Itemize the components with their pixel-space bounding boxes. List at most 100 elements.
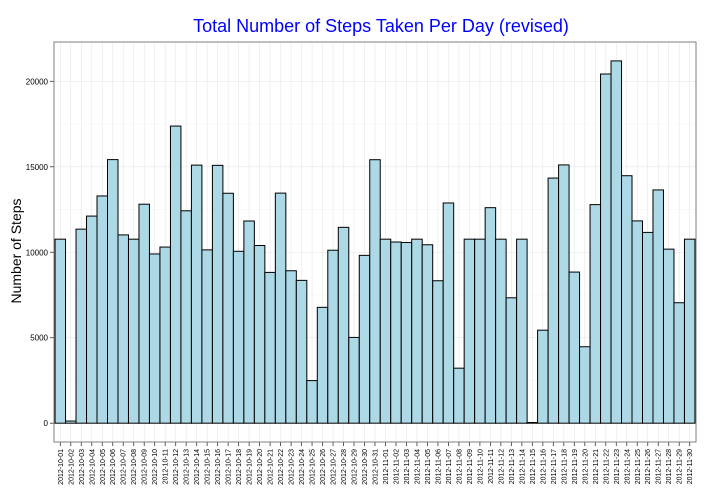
- bar: [148, 253, 161, 424]
- bar: [190, 164, 203, 424]
- bar: [253, 245, 266, 424]
- x-tick-label: 2012-10-23: [289, 449, 296, 485]
- bar: [379, 238, 392, 424]
- x-tick-label: 2012-10-28: [341, 449, 348, 485]
- bar: [211, 164, 224, 424]
- bar: [65, 420, 77, 424]
- bar: [316, 306, 329, 424]
- chart-title: Total Number of Steps Taken Per Day (rev…: [193, 16, 569, 36]
- x-tick-label: 2012-11-11: [488, 449, 495, 484]
- x-tick-label: 2012-10-14: [194, 449, 201, 485]
- bar: [159, 246, 171, 424]
- bar: [400, 241, 413, 424]
- x-tick-label: 2012-10-20: [257, 449, 264, 485]
- x-tick-label: 2012-11-09: [467, 449, 474, 484]
- x-tick-label: 2012-11-18: [561, 449, 568, 484]
- bar: [589, 204, 602, 424]
- y-tick-label: 10000: [26, 248, 49, 257]
- x-tick-label: 2012-10-19: [247, 449, 254, 485]
- x-tick-label: 2012-11-26: [645, 449, 652, 484]
- bar: [180, 210, 192, 424]
- bar: [117, 234, 129, 424]
- x-tick-label: 2012-11-05: [425, 449, 432, 484]
- x-tick-label: 2012-10-16: [215, 449, 222, 485]
- bar: [411, 238, 423, 424]
- bar: [390, 241, 402, 424]
- bar: [169, 125, 182, 424]
- x-tick-label: 2012-10-21: [268, 449, 275, 485]
- bar: [442, 202, 455, 424]
- bar: [505, 297, 518, 424]
- bar: [75, 228, 88, 424]
- bar: [453, 367, 465, 424]
- x-tick-label: 2012-11-14: [519, 449, 526, 484]
- bar: [107, 159, 119, 424]
- bar: [463, 238, 476, 424]
- x-tick-label: 2012-11-23: [614, 449, 621, 484]
- bar: [558, 164, 570, 424]
- y-tick-label: 15000: [26, 163, 49, 172]
- x-tick-label: 2012-11-25: [635, 449, 642, 484]
- x-tick-label: 2012-10-24: [299, 449, 306, 485]
- x-tick-label: 2012-11-06: [435, 449, 442, 484]
- bar: [369, 159, 381, 424]
- bar: [568, 271, 581, 424]
- x-tick-label: 2012-10-29: [352, 449, 359, 485]
- bar: [222, 192, 234, 424]
- x-tick-label: 2012-11-12: [498, 449, 505, 484]
- x-tick-label: 2012-10-04: [89, 449, 96, 485]
- x-tick-label: 2012-11-16: [540, 449, 547, 484]
- x-tick-label: 2012-10-10: [152, 449, 159, 485]
- bar: [652, 189, 664, 424]
- bar: [547, 177, 560, 424]
- x-tick-label: 2012-10-30: [362, 449, 369, 485]
- bar: [243, 220, 255, 424]
- x-tick-label: 2012-11-27: [656, 449, 663, 484]
- y-axis-label: Number of Steps: [8, 198, 24, 303]
- bar: [432, 280, 444, 424]
- bar: [86, 215, 98, 424]
- bar: [306, 380, 318, 424]
- x-tick-label: 2012-10-18: [236, 449, 243, 485]
- bar: [138, 203, 150, 424]
- x-tick-label: 2012-10-05: [100, 449, 107, 485]
- x-tick-label: 2012-11-10: [477, 449, 484, 484]
- bar: [285, 270, 297, 424]
- x-tick-label: 2012-10-27: [331, 449, 338, 485]
- bar: [537, 329, 549, 424]
- x-axis-ticks: 2012-10-01 2012-10-02 2012-10-03 2012-10-04…: [58, 442, 694, 485]
- bars: [54, 60, 696, 424]
- x-tick-label: 2012-10-25: [310, 449, 317, 485]
- x-tick-label: 2012-11-29: [677, 449, 684, 484]
- bar: [600, 73, 612, 424]
- x-tick-label: 2012-10-03: [79, 449, 86, 485]
- x-tick-label: 2012-10-22: [278, 449, 285, 485]
- bar: [662, 248, 675, 424]
- bar: [673, 302, 685, 424]
- x-tick-label: 2012-11-20: [582, 449, 589, 484]
- bar: [516, 238, 528, 424]
- x-tick-label: 2012-10-11: [163, 449, 170, 484]
- bar: [474, 238, 486, 424]
- bar: [127, 238, 140, 424]
- x-tick-label: 2012-10-01: [58, 449, 65, 485]
- bar: [274, 192, 287, 424]
- y-tick-label: 5000: [30, 334, 48, 343]
- bar: [421, 244, 434, 424]
- bar: [264, 271, 276, 424]
- plot-panel-border: [53, 41, 697, 443]
- x-tick-label: 2012-11-08: [456, 449, 463, 484]
- bar: [327, 249, 339, 424]
- bar: [295, 279, 308, 424]
- bar: [201, 249, 213, 424]
- x-tick-label: 2012-10-07: [121, 449, 128, 485]
- x-tick-label: 2012-11-03: [404, 449, 411, 484]
- bar: [610, 60, 623, 424]
- x-tick-label: 2012-10-02: [68, 449, 75, 485]
- bar: [484, 207, 497, 424]
- bar: [579, 346, 591, 424]
- y-axis-ticks: 0 5000 10000 15000 20000: [26, 77, 54, 428]
- bar: [358, 254, 371, 424]
- x-tick-label: 2012-11-21: [593, 449, 600, 484]
